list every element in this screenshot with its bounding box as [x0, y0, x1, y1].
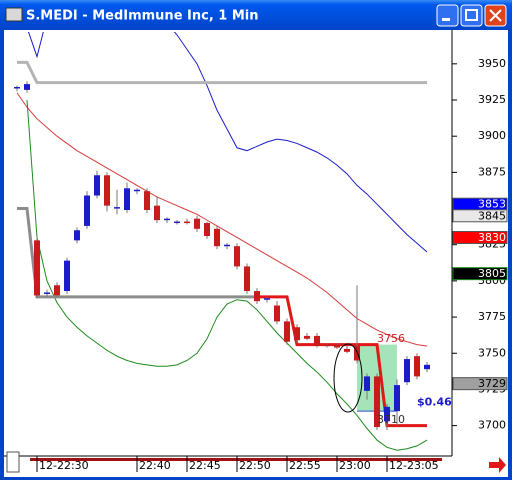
close-button[interactable] [484, 4, 507, 27]
price-tag-label: 3853 [478, 198, 506, 211]
price-tag-label: 3729 [478, 377, 506, 390]
y-tick-label: 3700 [478, 419, 506, 432]
candle-body [374, 376, 380, 428]
y-tick-label: 3950 [478, 57, 506, 70]
candle-body [424, 364, 430, 370]
plot [14, 32, 430, 451]
candle-body [204, 223, 210, 237]
annotation: 3756 [377, 332, 405, 345]
maximize-button[interactable] [460, 4, 483, 27]
app-icon [5, 7, 23, 22]
candle-body [64, 260, 70, 292]
indicator-line [17, 60, 427, 85]
candle-body [54, 285, 60, 296]
x-tick-label: 22:50 [239, 459, 271, 472]
price-tag [452, 267, 508, 281]
indicator-line [16, 92, 428, 347]
x-tick-label: 22:40 [139, 459, 171, 472]
candle-body [314, 335, 320, 347]
candle-body [234, 246, 240, 267]
scroll-box[interactable] [6, 451, 20, 473]
candle-body [144, 191, 150, 210]
candle-body [154, 205, 160, 221]
candle-body [214, 228, 220, 247]
annotation: 3710 [377, 413, 405, 426]
candle-body [104, 175, 110, 206]
candle-body [264, 298, 270, 300]
price-tag-label: 3845 [478, 209, 506, 222]
price-tag-label: 3830 [478, 231, 506, 244]
candle-body [324, 344, 330, 347]
candle-body [284, 321, 290, 342]
x-tick-label: 22:55 [289, 459, 321, 472]
price-tag-label: 3805 [478, 267, 506, 280]
price-tag [452, 377, 508, 391]
candle-body [74, 230, 80, 241]
candle-body [414, 356, 420, 377]
indicator-line [27, 32, 428, 253]
candle-body [244, 266, 250, 292]
y-tick-label: 3900 [478, 129, 506, 142]
candle-body [124, 188, 130, 210]
y-tick-label: 3875 [478, 165, 506, 178]
candle-body [94, 175, 100, 196]
window-title: S.MEDI - MedImmune Inc, 1 Min [26, 9, 259, 24]
candle-body [84, 195, 90, 226]
annotation: $0.46 [417, 395, 452, 408]
candle-body [364, 376, 370, 391]
candle-body [394, 385, 400, 412]
indicator-line [26, 99, 428, 451]
title-bar [0, 0, 512, 30]
y-tick-label: 3750 [478, 346, 506, 359]
y-tick-label: 3775 [478, 310, 506, 323]
candle-body [274, 305, 280, 322]
scroll-arrow[interactable] [489, 457, 506, 473]
candle-body [24, 84, 30, 90]
candle-body [334, 344, 340, 348]
x-tick-label: 12-23:05 [389, 459, 439, 472]
selection-ellipse [333, 343, 363, 413]
x-tick-label: 23:00 [339, 459, 371, 472]
x-tick-label: 12-22:30 [39, 459, 89, 472]
candle-body [34, 240, 40, 296]
candle-body [404, 359, 410, 383]
candle-body [14, 86, 20, 89]
candle-body [294, 327, 300, 341]
candle-body [114, 207, 120, 209]
x-tick-label: 22:45 [189, 459, 221, 472]
indicator-line [257, 295, 427, 428]
candle-body [354, 346, 360, 361]
candle-body [344, 348, 350, 352]
candle-body [194, 218, 200, 229]
candle-body [384, 406, 390, 422]
minimize-button[interactable] [436, 4, 459, 27]
candle-body [164, 218, 170, 221]
price-tag [452, 209, 508, 223]
y-tick-label: 3925 [478, 93, 506, 106]
candle-body [134, 189, 140, 192]
candle-body [44, 292, 50, 294]
time-bar [30, 458, 442, 461]
candle-body [254, 291, 260, 302]
chart-area [4, 30, 508, 477]
candle-body [174, 221, 180, 224]
price-tag [452, 230, 508, 244]
candle-body [304, 335, 310, 339]
candle-body [184, 221, 190, 224]
candle-body [224, 244, 230, 247]
